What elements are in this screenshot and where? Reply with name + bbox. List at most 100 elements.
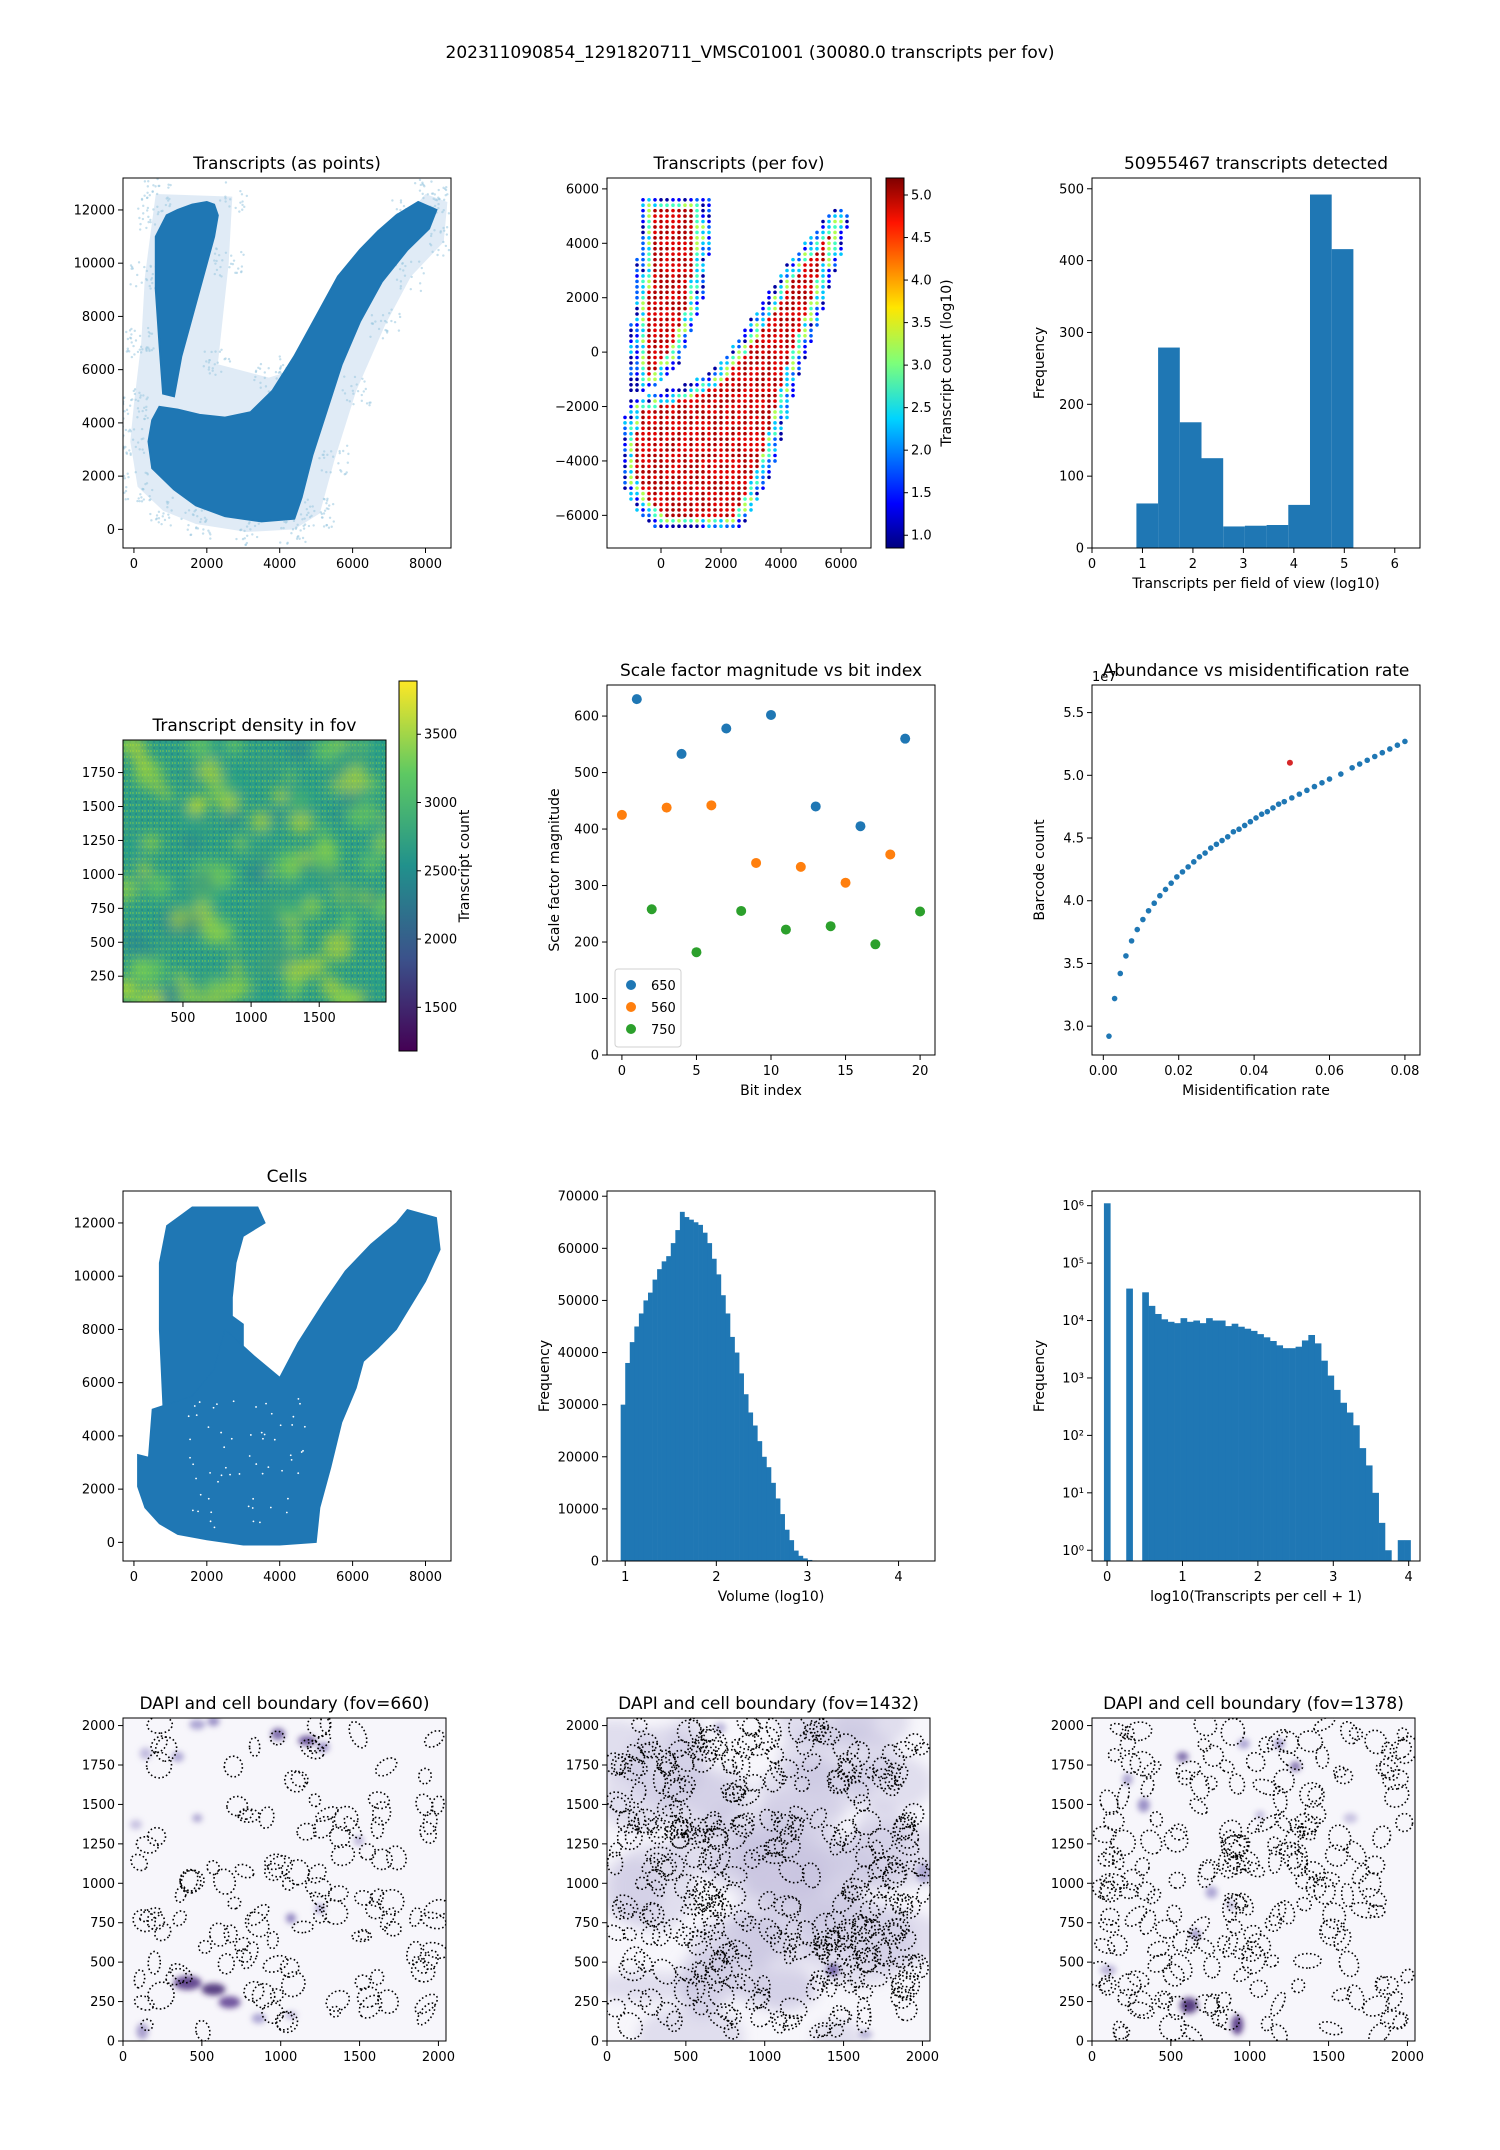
cell-boundary [1379,2010,1407,2030]
halo-point [160,522,163,526]
halo-point [362,390,365,393]
fov-point [647,491,651,496]
y-tick-label: 500 [90,1956,115,1971]
fov-point [737,415,741,420]
hist-bar [1276,1345,1284,1561]
fov-point [677,393,681,398]
fov-point [827,257,831,262]
fov-point [809,268,813,273]
fov-point [719,437,723,441]
fov-point [689,285,693,289]
density-blob [309,838,341,870]
fov-point [761,388,765,393]
fov-point [755,382,759,387]
cell-boundary [673,1749,695,1772]
fov-point [815,301,819,305]
halo-point [454,243,456,245]
halo-point [460,197,462,199]
fov-point [719,366,723,371]
fov-point [677,399,681,403]
fov-point [659,513,663,518]
fov-point [833,208,837,213]
halo-point [136,441,140,444]
halo-point [245,194,249,198]
cell-boundary [815,2024,831,2038]
fov-point [773,421,777,425]
cell-boundary [1094,1938,1116,1955]
nucleus [136,2023,149,2040]
fov-point [737,497,741,501]
fov-point [815,290,819,295]
fov-point [677,410,681,414]
fov-point [743,513,747,518]
cell-boundary [263,1862,284,1882]
halo-point [346,461,350,464]
fov-point [767,306,771,311]
halo-point [291,528,295,531]
cell-boundary [865,1766,878,1779]
fov-point [839,241,843,246]
fov-point [641,208,645,213]
fov-point [833,214,837,218]
scatter-point [1371,753,1378,760]
fov-point [743,480,747,485]
scatter-point [1106,1033,1112,1039]
fov-point [695,230,699,235]
cell-boundary [737,1733,763,1751]
cell-boundary [1134,1857,1150,1877]
y-tick-label: 0 [591,346,599,361]
fov-point [707,225,711,229]
fov-point [803,241,807,246]
cell-boundary [707,1957,733,1983]
cell-boundary [1277,1900,1296,1925]
fov-point [695,236,699,240]
x-axis-label: Bit index [740,1083,802,1099]
fov-point [683,513,687,518]
fov-point [779,437,783,441]
fov-point [683,426,687,431]
fov-point [761,486,765,490]
fov-point [647,372,651,376]
cell-boundary [1154,1919,1179,1939]
fov-point [767,475,771,480]
fov-point [725,377,729,382]
fov-point [629,328,633,333]
cell-boundary [1232,1947,1255,1960]
fov-point [641,453,645,458]
fov-point [749,442,753,447]
fov-point [629,480,633,485]
halo-point [117,452,119,454]
hist-bar [1301,1340,1309,1561]
halo-point [136,499,139,503]
fov-point [635,508,639,512]
fov-point [719,388,723,393]
cell-boundary [690,1817,709,1837]
fov-point [659,486,663,490]
halo-point [194,527,198,530]
scatter-point-750 [691,947,702,958]
fov-point [713,382,717,387]
fov-point [797,301,801,305]
fov-point [743,453,747,458]
fov-point [677,252,681,256]
fov-point [821,263,825,267]
fov-point [725,399,729,403]
halo-point [279,365,283,368]
fov-point [689,448,693,452]
y-tick-label: 1750 [82,766,115,781]
halo-point [399,280,403,283]
hist-bar [793,1550,799,1561]
fov-point [641,306,645,311]
fov-point [629,404,633,409]
fov-point [731,377,735,382]
cell-boundary [876,1942,892,1967]
fov-point [773,312,777,316]
halo-point [290,532,293,535]
fov-point [665,388,669,393]
fov-point [827,236,831,240]
halo-point [166,506,169,509]
gap-point [279,1424,282,1427]
fov-point [785,323,789,327]
fov-point [659,508,663,512]
scatter-point [1202,850,1208,856]
